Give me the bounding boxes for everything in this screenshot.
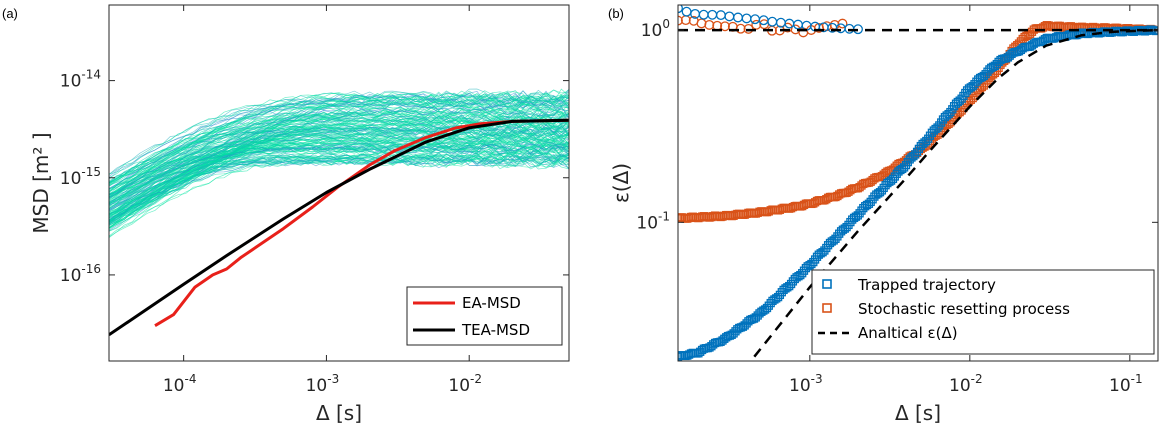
ensemble-trajectory xyxy=(109,125,569,222)
panel-label-b: (b) xyxy=(608,6,624,21)
legend-b: Trapped trajectory Stochastic resetting … xyxy=(811,269,1155,355)
legend-a: EA-MSD TEA-MSD xyxy=(406,286,563,346)
legend-box-b xyxy=(811,269,1155,355)
legend-label-analytical: Analtical ε(Δ) xyxy=(858,324,958,342)
ensemble-trajectory xyxy=(109,135,569,216)
ensemble-trajectory xyxy=(109,99,569,198)
ensemble-trajectory xyxy=(109,101,569,226)
ensemble-trajectory xyxy=(109,138,569,192)
marker-circle xyxy=(720,21,730,32)
legend-label-ea-msd: EA-MSD xyxy=(462,294,521,312)
ensemble-trajectory xyxy=(109,152,569,208)
b-y-tick-label-0: 10-1 xyxy=(636,209,670,233)
axes-box-b xyxy=(677,4,1159,362)
a-y-tick-label-2: 10-14 xyxy=(60,68,101,92)
ensemble-trajectory xyxy=(109,122,569,187)
ensemble-trajectory xyxy=(109,92,569,206)
series-0-markers xyxy=(678,25,1158,361)
ensemble-trajectory xyxy=(109,94,569,192)
ensemble-trajectory xyxy=(109,145,569,205)
ensemble-trajectory xyxy=(109,132,569,229)
axes-box-a xyxy=(108,4,570,362)
a-x-tick-label-2: 10-2 xyxy=(448,372,482,396)
b-x-tick-label-0: 10-3 xyxy=(789,372,823,396)
a-x-tick-label-0: 10-4 xyxy=(163,372,197,396)
ensemble-trajectory xyxy=(109,108,569,184)
x-axis-label-a: Δ [s] xyxy=(316,401,362,425)
ensemble-trajectory xyxy=(109,113,569,184)
legend-label-tea-msd: TEA-MSD xyxy=(461,321,530,339)
ensemble-trajectory xyxy=(109,132,569,198)
y-axis-label-b: ε(Δ) xyxy=(609,163,633,203)
x-axis-label-b: Δ [s] xyxy=(895,401,941,425)
b-y-tick-label-1: 100 xyxy=(641,17,670,41)
a-x-tick-label-1: 10-3 xyxy=(306,372,340,396)
ensemble-trajectory xyxy=(109,141,569,196)
ensemble-trajectory xyxy=(109,153,569,221)
ensemble-trajectory xyxy=(109,130,569,196)
ticks-a: 10-4 10-3 10-2 10-16 10-15 10-14 xyxy=(60,5,569,396)
chart-a: (a) 10-4 10-3 10-2 10-16 10-15 10-14 Δ [s] MS… xyxy=(2,4,570,425)
legend-marker-resetting xyxy=(822,303,832,313)
y-axis-label-a: MSD [m² ] xyxy=(29,132,53,233)
legend-box-a xyxy=(406,286,563,346)
series-line-tea-msd xyxy=(109,118,569,337)
ensemble-trajectory xyxy=(109,101,569,204)
ensemble-trajectory xyxy=(109,105,569,218)
analytical-curve xyxy=(753,28,1158,358)
series-line-ea-msd xyxy=(154,118,569,327)
ensemble-trajectory xyxy=(109,97,569,210)
b-x-tick-label-1: 10-2 xyxy=(949,372,983,396)
legend-marker-trapped xyxy=(822,279,832,289)
a-y-tick-label-1: 10-15 xyxy=(60,165,101,189)
ensemble-trajectory xyxy=(109,154,569,226)
marker-circle xyxy=(751,19,762,30)
ensemble-trajectories xyxy=(109,88,569,238)
ticks-b: 10-3 10-2 10-1 10-1 100 xyxy=(636,5,1158,396)
panel-label-a: (a) xyxy=(2,6,18,21)
ensemble-trajectory xyxy=(109,157,569,229)
ensemble-trajectory xyxy=(109,119,569,187)
ensemble-trajectory xyxy=(109,99,569,175)
ensemble-trajectory xyxy=(109,143,569,203)
series-group-b xyxy=(678,5,1158,361)
series-group-a xyxy=(109,118,569,337)
a-y-tick-label-0: 10-16 xyxy=(60,262,101,286)
series-3-markers xyxy=(678,5,863,35)
b-x-tick-label-2: 10-1 xyxy=(1109,372,1143,396)
ensemble-trajectory xyxy=(109,105,569,177)
ensemble-trajectory xyxy=(109,100,569,221)
chart-b: (b) 10-3 10-2 10-1 10-1 100 Δ [s] ε(Δ) Trapp… xyxy=(608,4,1159,425)
marker-circle xyxy=(837,18,848,29)
ensemble-trajectory xyxy=(109,92,569,199)
legend-label-resetting: Stochastic resetting process xyxy=(858,300,1070,318)
ensemble-trajectory xyxy=(109,125,569,216)
legend-label-trapped: Trapped trajectory xyxy=(857,276,996,294)
marker-circle xyxy=(735,23,746,34)
